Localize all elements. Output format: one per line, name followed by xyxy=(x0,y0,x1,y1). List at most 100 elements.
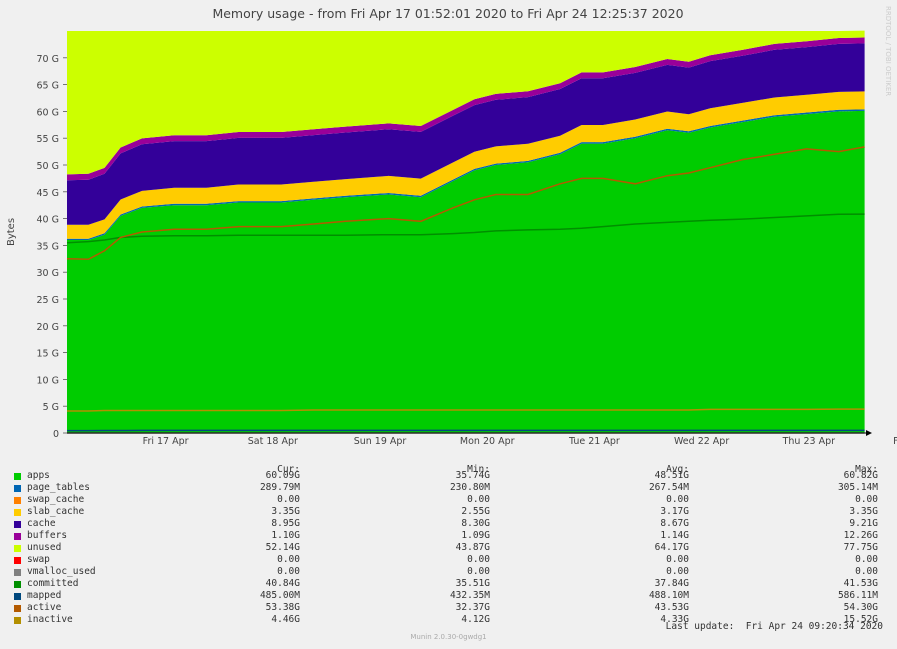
y-tick-label: 35 G xyxy=(37,241,59,252)
legend-max: 0.00 xyxy=(855,494,878,505)
legend-avg: 64.17G xyxy=(654,542,689,553)
area-buffers xyxy=(67,37,865,181)
legend-max: 54.30G xyxy=(843,602,878,613)
legend-max: 12.26G xyxy=(843,530,878,541)
stacked-areas xyxy=(67,30,865,434)
legend-row-committed: committed 40.84G 35.51G 37.84G 41.53G xyxy=(0,578,897,590)
legend-row-swap: swap 0.00 0.00 0.00 0.00 xyxy=(0,554,897,566)
legend-cur: 52.14G xyxy=(265,542,300,553)
legend-avg: 3.17G xyxy=(660,506,689,517)
legend-swatch xyxy=(14,533,21,540)
legend-max: 15.52G xyxy=(843,614,878,625)
legend-min: 4.12G xyxy=(461,614,490,625)
legend-name: apps xyxy=(27,470,50,481)
legend-name: buffers xyxy=(27,530,68,541)
legend-avg: 0.00 xyxy=(666,566,689,577)
legend-swatch xyxy=(14,545,21,552)
legend-swatch xyxy=(14,473,21,480)
legend-swatch xyxy=(14,521,21,528)
legend-row-buffers: buffers 1.10G 1.09G 1.14G 12.26G xyxy=(0,530,897,542)
y-tick-label: 55 G xyxy=(37,134,59,145)
legend-row-swap-cache: swap_cache 0.00 0.00 0.00 0.00 xyxy=(0,494,897,506)
y-tick-label: 65 G xyxy=(37,81,59,92)
legend-name: active xyxy=(27,602,62,613)
legend-swatch xyxy=(14,593,21,600)
y-tick-label: 25 G xyxy=(37,295,59,306)
area-apps xyxy=(67,110,865,434)
legend-swatch xyxy=(14,605,21,612)
x-tick-label: Tue 21 Apr xyxy=(568,436,620,447)
legend-max: 77.75G xyxy=(843,542,878,553)
chart-title: Memory usage - from Fri Apr 17 01:52:01 … xyxy=(212,6,683,21)
legend-cur: 0.00 xyxy=(277,554,300,565)
munin-version: Munin 2.0.30-0gwdg1 xyxy=(410,633,487,641)
legend-avg: 0.00 xyxy=(666,494,689,505)
legend-name: vmalloc_used xyxy=(27,566,96,577)
legend-name: slab_cache xyxy=(27,506,85,517)
legend-cur: 1.10G xyxy=(271,530,300,541)
rrdtool-credit: RRDTOOL / TOBI OETIKER xyxy=(884,6,892,96)
x-tick-label: Sat 18 Apr xyxy=(248,436,298,447)
legend-max: 60.82G xyxy=(843,470,878,481)
legend-swatch xyxy=(14,557,21,564)
legend-min: 0.00 xyxy=(467,554,490,565)
y-tick-label: 50 G xyxy=(37,161,59,172)
legend-name: page_tables xyxy=(27,482,90,493)
legend-cur: 8.95G xyxy=(271,518,300,529)
legend-min: 0.00 xyxy=(467,566,490,577)
legend-max: 305.14M xyxy=(837,482,878,493)
legend-row-inactive: inactive 4.46G 4.12G 4.33G 15.52G xyxy=(0,614,897,626)
legend-name: swap_cache xyxy=(27,494,85,505)
y-tick-label: 40 G xyxy=(37,215,59,226)
legend-row-unused: unused 52.14G 43.87G 64.17G 77.75G xyxy=(0,542,897,554)
legend-swatch xyxy=(14,617,21,624)
legend-name: cache xyxy=(27,518,56,529)
y-tick-label: 10 G xyxy=(37,375,59,386)
legend-avg: 43.53G xyxy=(654,602,689,613)
legend-header-cur: Cur: xyxy=(277,464,300,475)
legend-cur: 0.00 xyxy=(277,494,300,505)
legend-avg: 48.51G xyxy=(654,470,689,481)
x-tick-label: Fri 24 Apr xyxy=(893,436,897,447)
y-tick-label: 60 G xyxy=(37,107,59,118)
legend-swatch xyxy=(14,497,21,504)
legend-swatch xyxy=(14,509,21,516)
legend-max: 41.53G xyxy=(843,578,878,589)
legend-header-avg: Avg: xyxy=(666,464,689,475)
x-tick-label: Wed 22 Apr xyxy=(674,436,729,447)
legend-min: 432.35M xyxy=(449,590,490,601)
x-tick-label: Sun 19 Apr xyxy=(354,436,407,447)
legend-row-vmalloc-used: vmalloc_used 0.00 0.00 0.00 0.00 xyxy=(0,566,897,578)
legend-min: 35.74G xyxy=(455,470,490,481)
y-tick-label: 5 G xyxy=(43,402,59,413)
legend-header: Cur: Min: Avg: Max: xyxy=(0,464,897,476)
legend-cur: 4.46G xyxy=(271,614,300,625)
legend-name: swap xyxy=(27,554,50,565)
legend-swatch xyxy=(14,569,21,576)
legend-max: 0.00 xyxy=(855,554,878,565)
line-inactive xyxy=(67,408,865,412)
legend-cur: 40.84G xyxy=(265,578,300,589)
legend-avg: 0.00 xyxy=(666,554,689,565)
y-tick-label: 30 G xyxy=(37,268,59,279)
legend-row-cache: cache 8.95G 8.30G 8.67G 9.21G xyxy=(0,518,897,530)
legend-row-mapped: mapped 485.00M 432.35M 488.10M 586.11M xyxy=(0,590,897,602)
legend-row-page-tables: page_tables 289.79M 230.80M 267.54M 305.14M xyxy=(0,482,897,494)
legend-cur: 60.09G xyxy=(265,470,300,481)
legend-min: 230.80M xyxy=(449,482,490,493)
legend-min: 32.37G xyxy=(455,602,490,613)
legend-min: 2.55G xyxy=(461,506,490,517)
legend-name: mapped xyxy=(27,590,62,601)
area-slab-cache xyxy=(67,91,865,239)
x-tick-labels: Fri 17 Apr Sat 18 Apr Sun 19 Apr Mon 20 Apr… xyxy=(143,436,897,447)
legend-avg: 8.67G xyxy=(660,518,689,529)
legend-name: inactive xyxy=(27,614,73,625)
legend-swatch xyxy=(14,485,21,492)
y-tick-labels: 0 5 G 10 G 15 G 20 G 25 G 30 G 35 G 40 G 45 G 50 G… xyxy=(37,54,67,440)
legend-header-max: Max: xyxy=(855,464,878,475)
legend-avg: 267.54M xyxy=(648,482,689,493)
legend-avg: 4.33G xyxy=(660,614,689,625)
legend-row-slab-cache: slab_cache 3.35G 2.55G 3.17G 3.35G xyxy=(0,506,897,518)
y-tick-label: 20 G xyxy=(37,322,59,333)
legend-cur: 0.00 xyxy=(277,566,300,577)
